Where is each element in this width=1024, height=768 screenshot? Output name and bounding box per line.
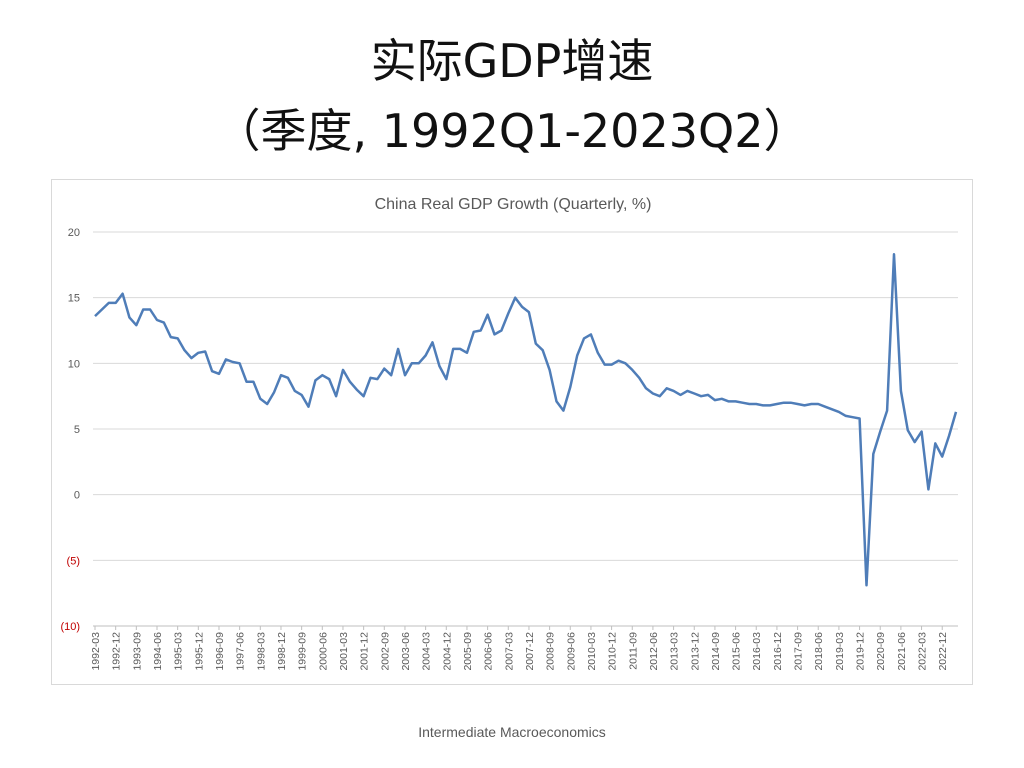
x-tick-label: 2019-03 [834,632,846,671]
line-chart: China Real GDP Growth (Quarterly, %) 201… [60,196,958,671]
x-tick-label: 2015-06 [731,632,743,671]
x-tick-label: 1998-03 [255,632,267,671]
x-tick-label: 2016-12 [772,632,784,671]
slide-title: 实际GDP增速 [370,34,654,88]
x-tick-label: 2014-09 [710,632,722,671]
x-tick-label: 2009-06 [565,632,577,671]
x-tick-label: 2022-03 [917,632,929,671]
x-tick-label: 2004-12 [441,632,453,671]
x-tick-label: 2010-03 [586,632,598,671]
gridlines [93,231,958,627]
y-tick-label: (10) [60,621,80,633]
chart-area: China Real GDP Growth (Quarterly, %) 20 1… [51,179,973,685]
slide-subtitle: （季度, 1992Q1-2023Q2） [214,104,810,158]
y-tick-label: 10 [68,358,80,370]
x-tick-label: 2011-09 [627,632,639,670]
y-tick-label: 20 [68,227,80,239]
y-tick-label: 0 [74,490,80,502]
x-tick-label: 1999-09 [297,632,309,671]
y-tick-label: (5) [67,555,80,567]
series-layer [94,253,958,587]
x-tick-label: 2022-12 [937,632,949,671]
x-axis: 1992-03 1992-12 1993-09 1994-06 1995-03 1995-… [90,626,949,671]
x-tick-label: 2010-12 [607,632,619,671]
x-tick-label: 2013-12 [689,632,701,671]
x-tick-label: 2021-06 [896,632,908,671]
x-tick-label: 2007-03 [503,632,515,671]
x-tick-label: 1997-06 [235,632,247,671]
x-tick-label: 1996-09 [214,632,226,671]
x-tick-label: 1994-06 [152,632,164,671]
x-tick-label: 1993-09 [131,632,143,671]
x-tick-label: 2013-03 [669,632,681,671]
series-line [94,253,958,587]
x-tick-label: 2003-06 [400,632,412,671]
y-tick-label: 5 [74,424,80,436]
x-tick-label: 1998-12 [276,632,288,671]
footer-text: Intermediate Macroeconomics [418,724,606,740]
x-tick-label: 2002-09 [379,632,391,671]
x-tick-label: 2017-09 [793,632,805,671]
y-axis: 20 15 10 5 0 (5) (10) [60,227,80,633]
x-tick-label: 1995-12 [193,632,205,671]
x-tick-label: 2012-06 [648,632,660,671]
x-tick-label: 2018-06 [813,632,825,671]
x-tick-label: 2004-03 [421,632,433,671]
x-tick-label: 2000-06 [317,632,329,671]
x-tick-label: 1992-12 [111,632,123,671]
x-tick-label: 1992-03 [90,632,102,671]
x-tick-label: 2007-12 [524,632,536,671]
x-tick-label: 2016-03 [751,632,763,671]
x-tick-label: 2006-06 [483,632,495,671]
x-tick-label: 2008-09 [545,632,557,671]
x-tick-label: 2001-12 [359,632,371,671]
x-tick-label: 2005-09 [462,632,474,671]
x-tick-label: 1995-03 [173,632,185,671]
x-tick-label: 2019-12 [855,632,867,671]
y-tick-label: 15 [68,293,80,305]
x-tick-label: 2020-09 [875,632,887,671]
chart-title: China Real GDP Growth (Quarterly, %) [375,196,652,213]
x-tick-label: 2001-03 [338,632,350,671]
